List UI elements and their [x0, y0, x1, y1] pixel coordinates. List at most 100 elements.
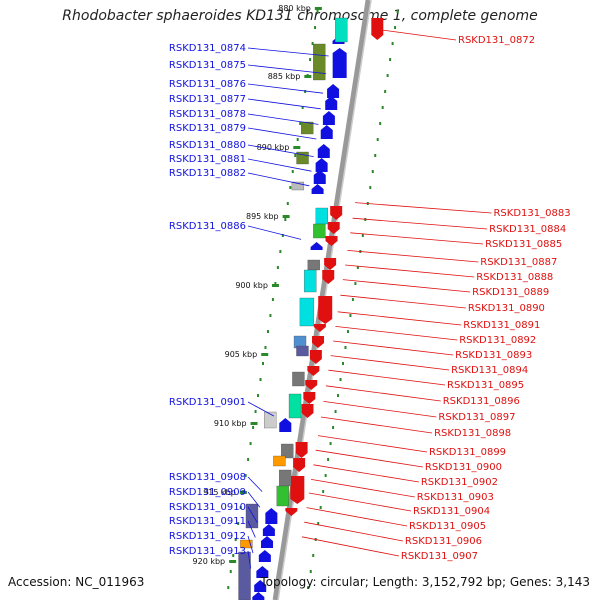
right-gene-label[interactable]: RSKD131_0900: [425, 462, 502, 473]
left-gene-label[interactable]: RSKD131_0876: [169, 79, 246, 90]
reverse-gene-box[interactable]: [279, 469, 292, 487]
forward-gene-arrow[interactable]: [258, 550, 271, 562]
reverse-gene-arrow[interactable]: [285, 508, 298, 516]
left-gene-label[interactable]: RSKD131_0875: [169, 60, 246, 71]
right-gene-label[interactable]: RSKD131_0892: [459, 335, 536, 346]
left-gene-label[interactable]: RSKD131_0901: [169, 397, 246, 408]
reverse-gene-box[interactable]: [296, 345, 309, 357]
outer-guide-dot: [381, 106, 384, 109]
reverse-gene-arrow[interactable]: [371, 18, 384, 40]
reverse-gene-box[interactable]: [281, 443, 294, 459]
forward-gene-box[interactable]: [238, 551, 251, 600]
right-gene-label[interactable]: RSKD131_0897: [438, 412, 515, 423]
right-gene-label[interactable]: RSKD131_0894: [451, 365, 528, 376]
reverse-gene-arrow[interactable]: [307, 366, 320, 376]
right-gene-label[interactable]: RSKD131_0902: [421, 477, 498, 488]
forward-gene-arrow[interactable]: [332, 48, 347, 78]
reverse-gene-box[interactable]: [292, 371, 305, 387]
reverse-gene-arrow[interactable]: [301, 404, 314, 418]
forward-gene-arrow[interactable]: [254, 580, 267, 592]
reverse-gene-arrow[interactable]: [322, 270, 335, 284]
left-gene-label[interactable]: RSKD131_0877: [169, 94, 246, 105]
right-gene-label[interactable]: RSKD131_0896: [443, 396, 520, 407]
forward-gene-arrow[interactable]: [261, 536, 274, 548]
right-gene-label[interactable]: RSKD131_0893: [455, 350, 532, 361]
reverse-gene-arrow[interactable]: [324, 258, 337, 270]
forward-gene-arrow[interactable]: [327, 84, 340, 98]
forward-gene-arrow[interactable]: [279, 418, 292, 432]
reverse-gene-box[interactable]: [304, 269, 317, 293]
left-gene-label[interactable]: RSKD131_0911: [169, 516, 246, 527]
reverse-gene-arrow[interactable]: [312, 336, 325, 348]
right-gene-leader: [328, 369, 446, 386]
right-gene-label[interactable]: RSKD131_0898: [434, 428, 511, 439]
left-gene-label[interactable]: RSKD131_0912: [169, 531, 246, 542]
forward-gene-arrow[interactable]: [256, 566, 269, 578]
right-gene-label[interactable]: RSKD131_0888: [476, 272, 553, 283]
forward-gene-arrow[interactable]: [325, 96, 338, 110]
right-gene-label[interactable]: RSKD131_0889: [472, 287, 549, 298]
right-gene-label[interactable]: RSKD131_0905: [409, 521, 486, 532]
forward-gene-arrow[interactable]: [315, 158, 328, 172]
reverse-gene-box[interactable]: [307, 259, 320, 271]
reverse-gene-arrow[interactable]: [293, 458, 306, 472]
right-gene-label[interactable]: RSKD131_0891: [463, 320, 540, 331]
right-gene-label[interactable]: RSKD131_0887: [480, 257, 557, 268]
left-gene-label[interactable]: RSKD131_0881: [169, 154, 246, 165]
reverse-gene-box[interactable]: [273, 455, 286, 467]
left-gene-label[interactable]: RSKD131_0874: [169, 43, 246, 54]
right-gene-label[interactable]: RSKD131_0906: [405, 536, 482, 547]
forward-gene-box[interactable]: [245, 503, 259, 529]
left-gene-label[interactable]: RSKD131_0908: [169, 472, 246, 483]
left-gene-label[interactable]: RSKD131_0913: [169, 546, 246, 557]
reverse-gene-box[interactable]: [299, 297, 315, 327]
forward-gene-box[interactable]: [240, 539, 253, 549]
reverse-gene-arrow[interactable]: [313, 324, 326, 332]
right-gene-label[interactable]: RSKD131_0904: [413, 506, 490, 517]
right-gene-label[interactable]: RSKD131_0907: [401, 551, 478, 562]
left-gene-label[interactable]: RSKD131_0886: [169, 221, 246, 232]
inner-guide-dot: [291, 170, 294, 173]
right-gene-label[interactable]: RSKD131_0895: [447, 380, 524, 391]
right-gene-label[interactable]: RSKD131_0884: [489, 224, 566, 235]
reverse-gene-arrow[interactable]: [327, 222, 340, 234]
reverse-gene-arrow[interactable]: [303, 392, 316, 404]
right-gene-label[interactable]: RSKD131_0883: [493, 208, 570, 219]
reverse-gene-arrow[interactable]: [309, 350, 322, 364]
forward-gene-box[interactable]: [313, 43, 326, 81]
forward-gene-arrow[interactable]: [320, 125, 333, 139]
right-gene-label[interactable]: RSKD131_0903: [417, 492, 494, 503]
reverse-gene-arrow[interactable]: [330, 206, 343, 220]
reverse-gene-box[interactable]: [313, 223, 326, 239]
forward-gene-arrow[interactable]: [313, 170, 326, 184]
left-gene-label[interactable]: RSKD131_0910: [169, 502, 246, 513]
left-gene-label[interactable]: RSKD131_0878: [169, 109, 246, 120]
forward-gene-arrow[interactable]: [252, 592, 265, 600]
reverse-gene-box[interactable]: [335, 17, 348, 43]
left-gene-label[interactable]: RSKD131_0880: [169, 140, 246, 151]
left-gene-label[interactable]: RSKD131_0909: [169, 487, 246, 498]
reverse-gene-arrow[interactable]: [295, 442, 308, 458]
reverse-gene-box[interactable]: [288, 393, 302, 419]
left-gene-label[interactable]: RSKD131_0879: [169, 123, 246, 134]
forward-gene-arrow[interactable]: [262, 524, 275, 536]
forward-gene-box[interactable]: [291, 181, 305, 191]
reverse-gene-arrow[interactable]: [305, 380, 318, 390]
forward-gene-arrow[interactable]: [265, 508, 278, 524]
forward-gene-arrow[interactable]: [310, 242, 323, 250]
reverse-gene-arrow[interactable]: [318, 296, 333, 324]
right-gene-label[interactable]: RSKD131_0890: [468, 303, 545, 314]
reverse-gene-arrow[interactable]: [325, 236, 338, 246]
right-gene-label[interactable]: RSKD131_0885: [485, 239, 562, 250]
forward-gene-arrow[interactable]: [311, 184, 324, 194]
left-gene-label[interactable]: RSKD131_0882: [169, 168, 246, 179]
forward-gene-arrow[interactable]: [317, 144, 330, 158]
reverse-gene-box[interactable]: [276, 485, 289, 507]
forward-gene-arrow[interactable]: [322, 111, 335, 125]
forward-gene-box[interactable]: [301, 121, 314, 135]
right-gene-label[interactable]: RSKD131_0872: [458, 35, 535, 46]
reverse-gene-arrow[interactable]: [290, 476, 305, 504]
reverse-gene-box[interactable]: [315, 207, 329, 225]
right-gene-label[interactable]: RSKD131_0899: [429, 447, 506, 458]
